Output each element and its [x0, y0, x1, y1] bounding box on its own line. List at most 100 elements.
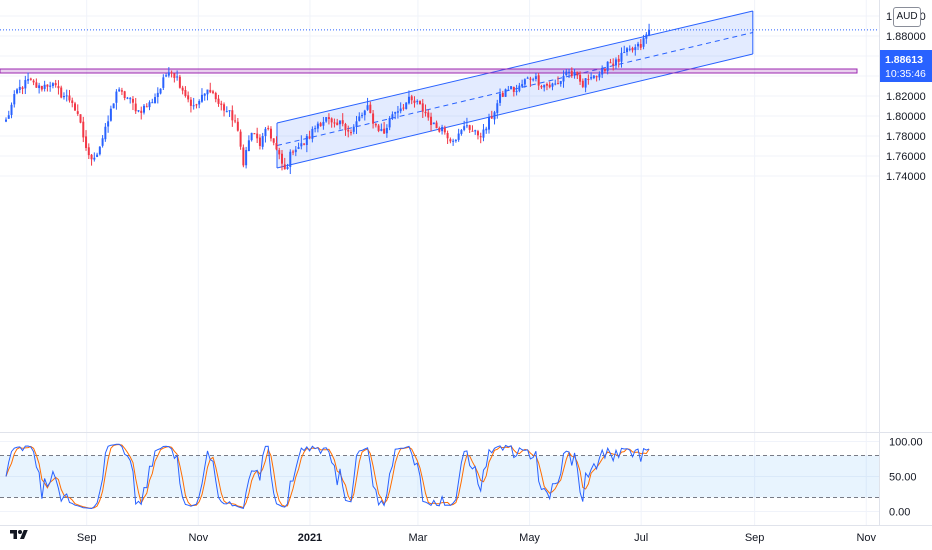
candle — [380, 123, 383, 132]
candle — [565, 68, 568, 76]
candle — [145, 103, 148, 108]
candle-body — [225, 111, 228, 113]
candle — [123, 90, 126, 101]
candle — [485, 126, 488, 134]
candle-body — [369, 104, 372, 114]
candle — [441, 124, 444, 135]
candle-body — [101, 138, 104, 146]
candle — [623, 45, 626, 54]
candle — [129, 96, 132, 104]
candle-body — [325, 117, 328, 122]
time-axis[interactable]: Sep Nov 2021 Mar May Jul Sep Nov — [77, 532, 877, 544]
candle-body — [402, 107, 405, 109]
candle-body — [330, 118, 333, 123]
candle — [173, 73, 176, 83]
candle-body — [74, 103, 76, 111]
price-axis[interactable]: 1.740001.760001.780001.800001.820001.840… — [886, 11, 926, 183]
candle — [454, 139, 457, 143]
candle-body — [430, 116, 433, 125]
candle — [642, 34, 645, 50]
candle-body — [107, 121, 110, 127]
candle-body — [200, 94, 203, 102]
candle — [551, 82, 554, 91]
candle — [120, 87, 123, 96]
candle — [518, 82, 521, 93]
candle-body — [383, 128, 386, 134]
candle — [645, 32, 648, 44]
candle-body — [562, 75, 565, 82]
candle-body — [410, 96, 413, 101]
candle-body — [206, 89, 209, 95]
stochastic-axis[interactable]: 100.00 50.00 0.00 — [889, 437, 923, 519]
candle-body — [35, 82, 38, 88]
candle-body — [27, 79, 30, 81]
candle — [286, 163, 289, 170]
candle — [410, 94, 413, 105]
candle-body — [499, 93, 502, 103]
candle-body — [247, 140, 250, 152]
candle-body — [148, 102, 151, 108]
candle-body — [7, 115, 10, 119]
candle — [264, 127, 267, 143]
countdown-timer: 10:35:46 — [885, 68, 926, 80]
candle-body — [214, 92, 217, 100]
candle-body — [24, 80, 27, 89]
candle-body — [71, 100, 74, 103]
candle — [620, 47, 623, 68]
candle-body — [269, 128, 272, 139]
time-tick-label: 2021 — [298, 532, 322, 544]
candle — [358, 112, 361, 122]
candle-body — [267, 128, 270, 130]
candle-body — [606, 61, 609, 71]
candle — [419, 100, 421, 105]
candle-body — [512, 86, 515, 92]
candle-body — [43, 84, 46, 89]
candle-body — [65, 95, 68, 97]
candle-body — [617, 58, 620, 62]
candle — [529, 76, 532, 87]
candle — [446, 130, 449, 144]
candle — [32, 79, 35, 86]
candle — [236, 117, 239, 132]
candle — [372, 109, 375, 129]
candle-body — [278, 150, 281, 155]
candle-body — [557, 83, 559, 85]
candle — [303, 143, 306, 146]
candle-body — [62, 96, 65, 98]
candle — [85, 130, 88, 151]
candle — [126, 96, 129, 100]
candle-body — [443, 127, 446, 133]
parallel-channel[interactable] — [276, 10, 754, 169]
candle — [341, 113, 344, 127]
candle — [554, 79, 557, 86]
currency-selector[interactable]: AUD — [893, 7, 921, 27]
candle-body — [60, 87, 63, 98]
resistance-zone[interactable] — [0, 68, 858, 74]
candle — [275, 136, 278, 151]
candle — [140, 106, 143, 120]
candle — [217, 94, 220, 107]
candle — [187, 91, 190, 103]
candle — [598, 71, 601, 81]
candle-body — [543, 84, 546, 88]
candle-body — [16, 89, 19, 94]
candle — [269, 126, 272, 142]
candle-body — [140, 110, 143, 113]
candle-body — [645, 34, 648, 39]
stochastic-k-line — [5, 443, 650, 510]
candle — [316, 121, 319, 133]
candle-body — [518, 85, 521, 91]
stochastic-tick-label: 50.00 — [889, 472, 917, 484]
candle — [198, 99, 201, 109]
candle-body — [579, 74, 582, 82]
candle-body — [639, 44, 642, 48]
time-tick-label: Sep — [77, 532, 97, 544]
candle-body — [388, 118, 391, 128]
candle-body — [427, 112, 430, 118]
candle-body — [167, 72, 170, 76]
candle — [46, 84, 49, 92]
candle — [581, 78, 584, 89]
tradingview-logo-icon[interactable] — [10, 528, 28, 542]
candle — [101, 135, 104, 148]
